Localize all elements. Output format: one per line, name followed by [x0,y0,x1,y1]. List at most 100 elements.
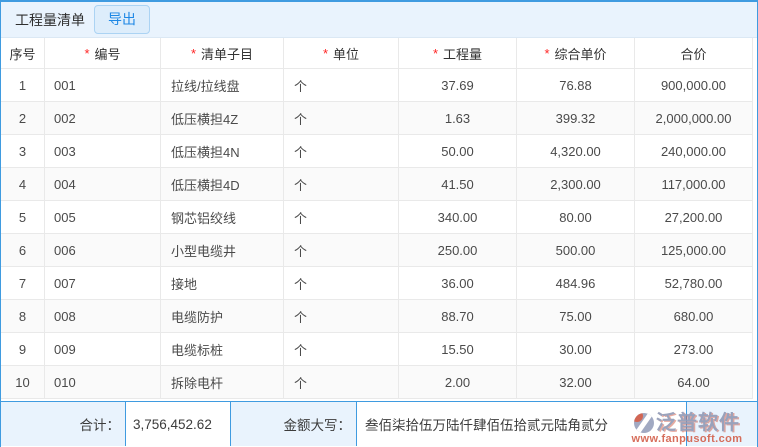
table-footer-divider [1,399,757,401]
table-body: 1 001 拉线/拉线盘个 37.69 76.88 900,000.00 2 002 低压横担4… [1,69,757,399]
table-row: 1 001 拉线/拉线盘个 37.69 76.88 900,000.00 [1,69,753,102]
cell-unit-price: 2,300.00 [517,168,635,201]
table-row: 10 010 拆除电杆个 2.00 32.00 64.00 [1,366,753,399]
required-asterisk: * [544,45,550,61]
cell-quantity: 250.00 [399,234,517,267]
cell-item: 钢芯铝绞线 [161,201,284,234]
cell-item: 小型电缆井 [161,234,284,267]
column-header-item: * 清单子目 [161,38,284,69]
column-header-index: 序号 [1,38,45,69]
cell-item: 接地 [161,267,284,300]
cell-unit-price: 32.00 [517,366,635,399]
cell-total: 52,780.00 [635,267,753,300]
cell-quantity: 2.00 [399,366,517,399]
cell-unit: 个 [284,300,399,333]
cell-unit: 个 [284,366,399,399]
cell-quantity: 340.00 [399,201,517,234]
amount-words-label: 金额大写： [283,418,352,433]
cell-total: 2,000,000.00 [635,102,753,135]
cell-index: 4 [1,168,45,201]
table-row: 7 007 接地个 36.00 484.96 52,780.00 [1,267,753,300]
panel-title: 工程量清单 [15,11,85,28]
amount-words-box: 叁佰柒拾伍万陆仟肆佰伍拾贰元陆角贰分 [356,402,687,446]
cell-unit-price: 399.32 [517,102,635,135]
cell-index: 2 [1,102,45,135]
cell-total: 900,000.00 [635,69,753,102]
cell-item: 电缆防护 [161,300,284,333]
required-asterisk: * [322,45,329,61]
column-header-unit-price: * 综合单价 [517,38,635,69]
cell-unit: 个 [284,135,399,168]
total-label: 合计： [79,418,121,433]
cell-total: 64.00 [635,366,753,399]
cell-item: 低压横担4D [161,168,284,201]
cell-index: 10 [1,366,45,399]
cell-unit: 个 [284,168,399,201]
table-header-row: 序号 * 编号 * 清单子目 * 单位 * 工程量 * 综合单价 合价 [1,38,757,69]
cell-item: 电缆标桩 [161,333,284,366]
cell-total: 273.00 [635,333,753,366]
column-header-unit: * 单位 [284,38,399,69]
cell-quantity: 36.00 [399,267,517,300]
cell-quantity: 37.69 [399,69,517,102]
cell-unit-price: 76.88 [517,69,635,102]
cell-index: 9 [1,333,45,366]
cell-unit: 个 [284,267,399,300]
cell-index: 8 [1,300,45,333]
cell-code: 006 [45,234,161,267]
cell-total: 125,000.00 [635,234,753,267]
export-button[interactable]: 导出 [94,5,150,34]
cell-code: 002 [45,102,161,135]
required-asterisk: * [84,45,90,61]
cell-index: 6 [1,234,45,267]
cell-quantity: 88.70 [399,300,517,333]
column-header-total: 合价 [635,38,753,69]
cell-code: 009 [45,333,161,366]
panel-toolbar: 工程量清单 导出 [1,2,757,38]
cell-index: 3 [1,135,45,168]
cell-code: 008 [45,300,161,333]
cell-total: 27,200.00 [635,201,753,234]
cell-unit: 个 [284,69,399,102]
table-row: 9 009 电缆标桩个 15.50 30.00 273.00 [1,333,753,366]
cell-total: 240,000.00 [635,135,753,168]
required-asterisk: * [432,45,439,61]
cell-total: 117,000.00 [635,168,753,201]
cell-index: 7 [1,267,45,300]
cell-unit-price: 80.00 [517,201,635,234]
cell-index: 5 [1,201,45,234]
cell-unit-price: 30.00 [517,333,635,366]
cell-unit: 个 [284,234,399,267]
required-asterisk: * [190,45,197,61]
cell-unit-price: 500.00 [517,234,635,267]
column-header-quantity: * 工程量 [399,38,517,69]
table-row: 8 008 电缆防护个 88.70 75.00 680.00 [1,300,753,333]
table-row: 6 006 小型电缆井个 250.00 500.00 125,000.00 [1,234,753,267]
amount-words-value: 叁佰柒拾伍万陆仟肆佰伍拾贰元陆角贰分 [365,418,608,433]
cell-quantity: 1.63 [399,102,517,135]
cell-item: 拆除电杆 [161,366,284,399]
cell-item: 低压横担4Z [161,102,284,135]
cell-total: 680.00 [635,300,753,333]
summary-footer: 合计： 3,756,452.62 金额大写： 叁佰柒拾伍万陆仟肆佰伍拾贰元陆角贰… [1,401,757,446]
cell-index: 1 [1,69,45,102]
cell-code: 003 [45,135,161,168]
cell-item: 拉线/拉线盘 [161,69,284,102]
cell-code: 004 [45,168,161,201]
cell-unit: 个 [284,201,399,234]
cell-unit: 个 [284,102,399,135]
cell-item: 低压横担4N [161,135,284,168]
cell-quantity: 41.50 [399,168,517,201]
cell-code: 007 [45,267,161,300]
cell-code: 001 [45,69,161,102]
table-row: 2 002 低压横担4Z 个 1.63 399.32 2,000,000.00 [1,102,753,135]
cell-unit: 个 [284,333,399,366]
cell-quantity: 50.00 [399,135,517,168]
footer-spacer [687,402,757,446]
table-row: 5 005 钢芯铝绞线个 340.00 80.00 27,200.00 [1,201,753,234]
cell-quantity: 15.50 [399,333,517,366]
total-value-box: 3,756,452.62 [125,402,231,446]
cell-unit-price: 75.00 [517,300,635,333]
cell-unit-price: 484.96 [517,267,635,300]
